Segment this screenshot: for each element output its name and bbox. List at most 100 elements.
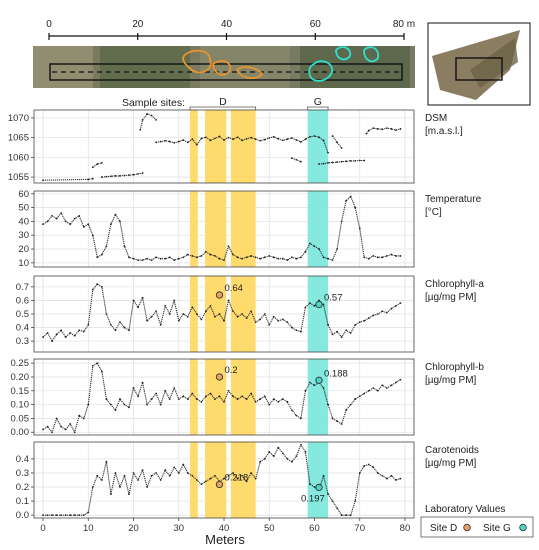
data-point — [286, 259, 289, 261]
data-point — [195, 256, 198, 259]
data-point — [327, 403, 329, 406]
data-point — [259, 257, 262, 260]
map-scale-tick-label: 0 — [46, 19, 52, 30]
data-point — [372, 466, 375, 469]
sample-site-label-g: G — [314, 96, 322, 108]
site-band-g — [307, 276, 329, 352]
data-point — [354, 500, 357, 503]
data-point — [123, 174, 126, 177]
data-point — [195, 479, 198, 481]
data-point — [327, 257, 329, 260]
data-point — [137, 479, 139, 481]
data-point — [155, 118, 158, 121]
data-point — [227, 299, 230, 302]
data-point — [272, 135, 275, 138]
data-point — [64, 220, 67, 223]
data-point — [277, 257, 280, 260]
data-point — [322, 256, 325, 259]
data-point — [96, 163, 99, 165]
data-point — [119, 174, 121, 177]
data-point — [82, 514, 85, 517]
data-point — [286, 321, 289, 324]
data-point — [195, 313, 198, 315]
data-point — [227, 136, 230, 139]
data-point — [300, 443, 302, 446]
y-tick-label: 1070 — [8, 113, 29, 124]
data-point — [223, 319, 225, 322]
data-point — [182, 313, 185, 315]
data-point — [395, 255, 397, 257]
data-point — [367, 129, 370, 132]
data-point — [46, 220, 49, 223]
y-tick-label: 20 — [18, 244, 29, 255]
data-point — [345, 514, 348, 517]
data-point — [272, 256, 275, 259]
data-point — [155, 392, 158, 395]
data-point — [304, 250, 307, 253]
data-point — [385, 387, 388, 389]
data-point — [236, 315, 239, 318]
data-point — [290, 157, 293, 160]
data-point — [168, 398, 171, 400]
data-point — [132, 257, 135, 260]
data-point — [290, 409, 293, 412]
data-point — [137, 306, 139, 309]
data-point — [259, 398, 262, 400]
data-point — [82, 226, 85, 228]
inset-site-area — [432, 30, 520, 100]
data-point — [236, 256, 239, 259]
data-point — [82, 330, 85, 333]
data-point — [186, 141, 189, 144]
data-point — [349, 332, 352, 334]
data-point — [200, 400, 203, 403]
data-point — [331, 417, 334, 420]
panel-label-dsm: DSM — [425, 113, 447, 124]
data-point — [218, 135, 221, 138]
y-tick-label: 0.7 — [16, 282, 29, 293]
site-g-outline — [308, 60, 333, 82]
data-point — [132, 299, 135, 302]
data-point — [290, 137, 293, 139]
panel-unit-chlb: [µg/mg PM] — [425, 375, 477, 386]
data-point — [141, 296, 144, 299]
data-point — [119, 220, 121, 223]
map-scale-tick-label: 20 — [132, 19, 144, 30]
data-point — [300, 141, 302, 143]
data-point — [137, 173, 139, 175]
data-point — [309, 381, 311, 384]
x-tick-label: 50 — [264, 523, 275, 534]
data-point — [223, 139, 225, 141]
site-band-g — [307, 191, 329, 267]
data-point — [209, 253, 212, 256]
data-point — [281, 398, 284, 400]
data-point — [304, 389, 307, 392]
data-point — [173, 259, 176, 261]
data-point — [263, 256, 266, 259]
y-tick-label: 60 — [18, 189, 29, 200]
data-point — [277, 319, 280, 322]
panel-series — [42, 283, 402, 343]
data-point — [250, 136, 253, 139]
data-point — [137, 259, 139, 261]
panel-temp: 10 20 30 40 50 60 Temperature [°C] — [18, 189, 481, 269]
data-point — [42, 179, 44, 182]
y-tick-label: 1060 — [8, 152, 29, 163]
data-point — [69, 514, 72, 517]
data-point — [82, 417, 85, 420]
data-point — [304, 306, 307, 309]
y-tick-label: 10 — [18, 258, 29, 269]
data-point — [91, 234, 94, 237]
data-point — [263, 313, 266, 315]
data-point — [205, 310, 207, 313]
data-point — [164, 304, 167, 307]
data-point — [186, 472, 189, 474]
site-band-d — [190, 110, 198, 183]
data-point — [318, 248, 320, 250]
y-tick-label: 30 — [18, 230, 29, 241]
panels: 1055 1060 1065 1070 DSM [m.a.s.l.] 10 20 30 40 50 6… — [8, 109, 484, 521]
data-point — [205, 250, 207, 253]
data-point — [78, 329, 81, 332]
data-point — [340, 146, 343, 149]
panel-unit-chla: [µg/mg PM] — [425, 292, 477, 303]
